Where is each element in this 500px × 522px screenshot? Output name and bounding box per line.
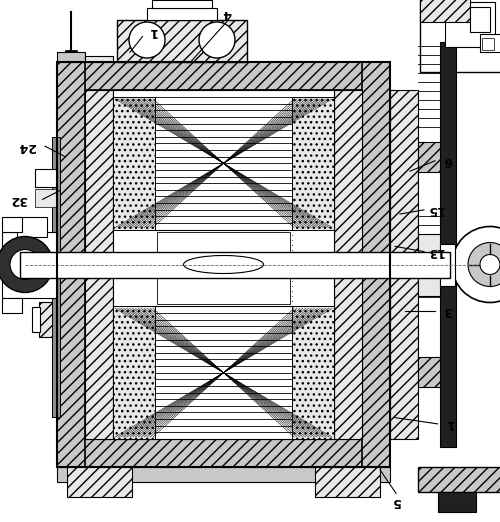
Bar <box>315 467 380 497</box>
Text: 13: 13 <box>426 245 444 258</box>
Bar <box>85 90 113 439</box>
Bar <box>52 137 60 417</box>
Bar <box>470 7 490 32</box>
Bar <box>32 307 40 332</box>
Bar <box>57 62 85 467</box>
Bar <box>438 492 476 512</box>
Bar <box>2 217 22 231</box>
Bar <box>67 467 132 497</box>
Bar <box>113 306 155 439</box>
Bar <box>39 302 57 337</box>
Bar <box>418 233 440 295</box>
Circle shape <box>468 243 500 287</box>
Bar <box>418 467 500 492</box>
Bar <box>292 306 334 439</box>
Circle shape <box>129 22 165 58</box>
Bar <box>418 357 443 387</box>
Text: 1: 1 <box>148 25 157 38</box>
Text: 32: 32 <box>10 193 28 206</box>
Text: 5: 5 <box>392 495 400 507</box>
Bar <box>390 90 418 439</box>
Ellipse shape <box>184 255 264 274</box>
Bar <box>17 217 47 237</box>
Circle shape <box>480 255 500 275</box>
Bar <box>362 62 390 467</box>
Text: 24: 24 <box>17 140 35 152</box>
Text: 15: 15 <box>426 204 444 216</box>
Bar <box>65 50 77 52</box>
Bar <box>35 189 57 207</box>
Bar <box>57 439 390 467</box>
Bar <box>117 20 247 62</box>
Bar <box>85 90 362 439</box>
Bar <box>57 467 390 482</box>
Circle shape <box>199 22 235 58</box>
Circle shape <box>10 250 40 279</box>
Bar <box>57 52 85 62</box>
Bar <box>147 8 217 20</box>
Bar <box>35 169 57 187</box>
Bar <box>420 0 470 22</box>
Circle shape <box>452 227 500 303</box>
Bar <box>445 2 495 47</box>
Bar <box>334 90 362 439</box>
Text: 3: 3 <box>443 304 452 317</box>
Bar <box>19 252 31 262</box>
Bar <box>440 42 456 447</box>
Bar <box>420 0 500 72</box>
Bar <box>418 162 443 367</box>
Bar <box>113 97 155 230</box>
Bar <box>480 34 500 52</box>
Bar <box>85 56 113 62</box>
Bar <box>113 90 334 439</box>
Bar <box>57 62 390 467</box>
Bar <box>155 230 292 306</box>
Bar <box>157 232 290 304</box>
Bar <box>2 298 22 313</box>
Bar <box>2 231 57 298</box>
Bar <box>17 247 47 267</box>
Bar <box>57 62 390 90</box>
Text: 6: 6 <box>443 155 452 167</box>
Bar <box>418 142 443 172</box>
Text: 1: 1 <box>444 418 454 430</box>
Text: 4: 4 <box>223 7 232 19</box>
Bar <box>440 243 455 286</box>
Bar <box>292 97 334 230</box>
Bar <box>152 0 212 8</box>
Bar <box>482 38 494 50</box>
Circle shape <box>0 236 53 292</box>
Bar <box>20 252 450 278</box>
